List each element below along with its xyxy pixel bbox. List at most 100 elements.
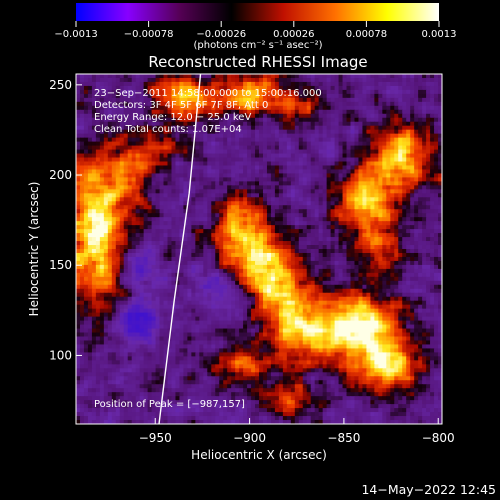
heatmap-cell (346, 245, 352, 250)
heatmap-cell (334, 101, 340, 107)
heatmap-cell (338, 113, 344, 119)
heatmap-cell (163, 249, 169, 254)
heatmap-cell (350, 264, 356, 270)
heatmap-cell (155, 256, 161, 262)
heatmap-cell (282, 237, 288, 242)
heatmap-cell (239, 77, 244, 83)
heatmap-cell (155, 284, 161, 290)
heatmap-cell (382, 237, 387, 242)
heatmap-cell (183, 229, 188, 234)
heatmap-cell (243, 97, 248, 103)
heatmap-cell (83, 229, 89, 234)
heatmap-cell (418, 209, 423, 214)
heatmap-cell (402, 137, 407, 143)
heatmap-cell (175, 77, 181, 83)
heatmap-cell (286, 81, 292, 87)
heatmap-cell (183, 121, 188, 127)
heatmap-cell (115, 193, 121, 198)
heatmap-cell (382, 105, 387, 111)
heatmap-cell (223, 81, 228, 87)
heatmap-cell (123, 249, 129, 254)
heatmap-cell (179, 229, 185, 234)
heatmap-cell (239, 113, 244, 119)
heatmap-cell (76, 157, 81, 163)
heatmap-cell (235, 173, 240, 179)
heatmap-cell (262, 249, 268, 254)
heatmap-cell (326, 249, 332, 254)
heatmap-cell (346, 165, 352, 171)
heatmap-cell (330, 249, 336, 254)
heatmap-cell (278, 113, 284, 119)
heatmap-cell (286, 284, 292, 290)
heatmap-cell (211, 141, 216, 147)
heatmap-cell (414, 137, 419, 143)
heatmap-cell (115, 229, 121, 234)
heatmap-cell (79, 268, 85, 274)
heatmap-cell (330, 161, 336, 167)
heatmap-cell (191, 209, 196, 214)
heatmap-cell (394, 268, 399, 274)
heatmap-cell (290, 237, 296, 242)
heatmap-cell (402, 105, 407, 111)
heatmap-cell (398, 81, 403, 87)
heatmap-cell (251, 169, 256, 175)
heatmap-cell (259, 189, 264, 194)
heatmap-cell (402, 169, 407, 175)
heatmap-cell (270, 169, 276, 175)
heatmap-cell (187, 89, 192, 95)
heatmap-cell (342, 249, 348, 254)
heatmap-cell (354, 105, 360, 111)
heatmap-cell (179, 272, 185, 278)
heatmap-cell (270, 189, 276, 194)
heatmap-cell (231, 260, 236, 266)
heatmap-cell (354, 85, 360, 91)
heatmap-cell (163, 169, 169, 175)
heatmap-cell (338, 125, 344, 131)
heatmap-cell (215, 241, 220, 246)
heatmap-cell (378, 133, 383, 139)
heatmap-cell (362, 205, 368, 210)
heatmap-cell (282, 201, 288, 206)
heatmap-cell (259, 256, 264, 262)
heatmap-cell (318, 173, 324, 179)
heatmap-cell (127, 165, 133, 171)
heatmap-cell (111, 157, 117, 163)
heatmap-cell (231, 233, 236, 238)
heatmap-cell (195, 81, 200, 87)
heatmap-cell (422, 193, 427, 198)
heatmap-cell (262, 185, 268, 190)
heatmap-cell (107, 268, 113, 274)
heatmap-cell (398, 225, 403, 230)
heatmap-cell (370, 181, 375, 186)
heatmap-cell (318, 189, 324, 194)
heatmap-cell (358, 233, 364, 238)
heatmap-cell (203, 241, 208, 246)
heatmap-cell (235, 117, 240, 123)
heatmap-cell (103, 288, 109, 294)
heatmap-cell (434, 217, 439, 222)
heatmap-cell (95, 97, 101, 103)
heatmap-cell (294, 252, 300, 258)
heatmap-cell (251, 149, 256, 155)
heatmap-cell (398, 260, 403, 266)
heatmap-cell (294, 229, 300, 234)
heatmap-cell (338, 145, 344, 151)
heatmap-cell (119, 89, 125, 95)
heatmap-cell (278, 205, 284, 210)
heatmap-cell (231, 252, 236, 258)
heatmap-cell (354, 272, 360, 278)
heatmap-cell (398, 256, 403, 262)
heatmap-cell (167, 233, 173, 238)
heatmap-cell (406, 193, 411, 198)
heatmap-cell (251, 129, 256, 135)
heatmap-cell (195, 109, 200, 115)
heatmap-cell (318, 97, 324, 103)
heatmap-cell (266, 165, 272, 171)
heatmap-cell (235, 109, 240, 115)
heatmap-cell (195, 145, 200, 151)
heatmap-cell (243, 245, 248, 250)
heatmap-cell (203, 201, 208, 206)
heatmap-cell (402, 276, 407, 282)
heatmap-cell (123, 189, 129, 194)
heatmap-cell (398, 113, 403, 119)
